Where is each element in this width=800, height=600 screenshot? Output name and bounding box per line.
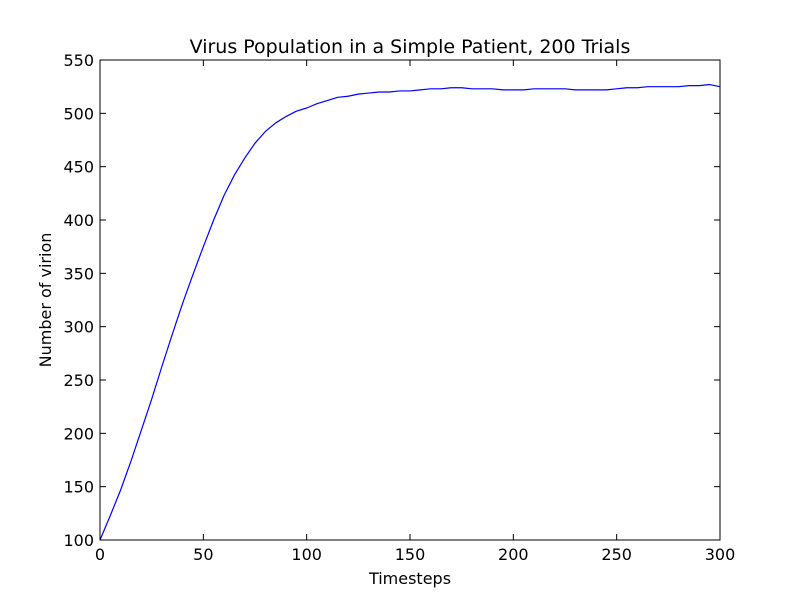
x-tick-label: 100 <box>291 545 322 564</box>
y-tick-label: 350 <box>63 264 94 283</box>
y-tick-label: 150 <box>63 478 94 497</box>
y-tick-label: 200 <box>63 424 94 443</box>
plot-area: 0 50 100 150 200 250 300 100 150 200 250 300 350 400 4… <box>63 51 735 564</box>
x-tick-label: 50 <box>193 545 213 564</box>
x-tick-label: 200 <box>498 545 529 564</box>
y-tick-label: 500 <box>63 104 94 123</box>
x-axis-label: Timesteps <box>368 569 451 588</box>
y-tick-label: 550 <box>63 51 94 70</box>
x-tick-label: 300 <box>705 545 736 564</box>
x-tick-label: 250 <box>601 545 632 564</box>
chart-title: Virus Population in a Simple Patient, 20… <box>190 36 631 58</box>
y-tick-label: 250 <box>63 371 94 390</box>
x-tick-label: 0 <box>95 545 105 564</box>
y-tick-label: 450 <box>63 158 94 177</box>
x-tick-label: 150 <box>395 545 426 564</box>
y-tick-label: 100 <box>63 531 94 550</box>
y-tick-label: 300 <box>63 318 94 337</box>
y-tick-label: 400 <box>63 211 94 230</box>
y-axis-label: Number of virion <box>36 233 55 368</box>
series-line-0 <box>99 83 721 541</box>
